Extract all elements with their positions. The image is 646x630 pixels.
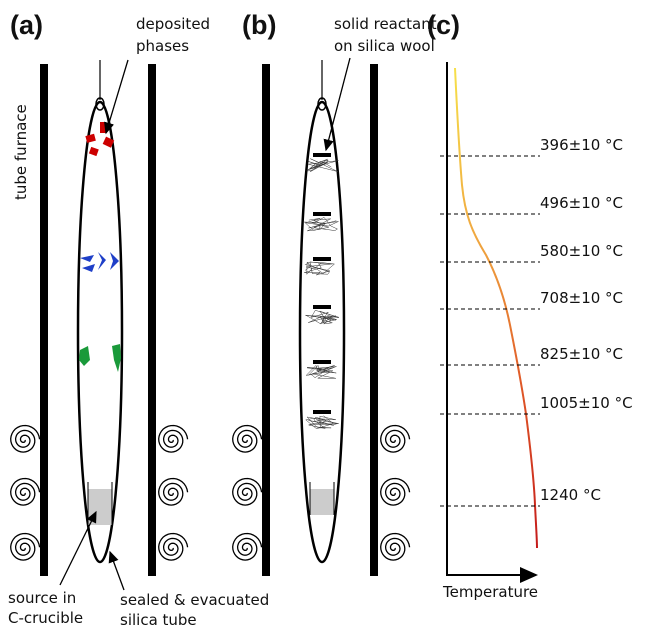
heating-coil [10, 477, 41, 506]
heating-coil [380, 424, 411, 453]
temperature-label: 708±10 °C [540, 289, 623, 307]
red-deposit [85, 122, 115, 157]
heating-coil [158, 477, 189, 506]
temperature-label: 496±10 °C [540, 194, 623, 212]
furnace-label: tube furnace [12, 104, 30, 200]
arrow [323, 57, 351, 152]
source-label: source in [8, 589, 76, 607]
tube-label: silica tube [120, 611, 197, 629]
axis-label: Temperature [442, 583, 538, 601]
heating-coil [380, 532, 411, 561]
reactant [313, 153, 331, 157]
silica-wool [305, 310, 340, 325]
silica-wool [305, 415, 339, 429]
furnace-wall [370, 64, 378, 576]
temperature-label: 825±10 °C [540, 345, 623, 363]
panel-label: (a) [10, 10, 43, 40]
deposited-label: phases [136, 37, 189, 55]
crucible [310, 489, 334, 515]
reactant [313, 305, 331, 309]
heating-coil [10, 532, 41, 561]
furnace-wall [262, 64, 270, 576]
crucible-wall [309, 482, 335, 515]
heating-coil [158, 532, 189, 561]
reactant [313, 360, 331, 364]
temperature-label: 1005±10 °C [540, 394, 633, 412]
silica-wool [306, 158, 339, 173]
panel-label: (c) [427, 10, 460, 40]
tube-label: sealed & evacuated [120, 591, 269, 609]
blue-deposit [80, 252, 119, 272]
reactant [313, 257, 331, 261]
temperature-label: 396±10 °C [540, 136, 623, 154]
heating-coil [158, 424, 189, 453]
silica-wool [304, 261, 336, 276]
reactant-label: solid reactant [334, 15, 437, 33]
temperature-profile [454, 67, 538, 549]
panel-label: (b) [242, 10, 276, 40]
arrow [108, 550, 125, 591]
heating-coil [232, 477, 263, 506]
reactant [313, 212, 331, 216]
furnace-wall [40, 64, 48, 576]
heating-coil [380, 477, 411, 506]
heating-coil [232, 424, 263, 453]
source-label: C-crucible [8, 609, 83, 627]
heating-coil [10, 424, 41, 453]
temperature-label: 1240 °C [540, 486, 601, 504]
silica-tube [76, 100, 124, 564]
silica-wool [305, 364, 337, 379]
deposited-label: deposited [136, 15, 210, 33]
heating-coil [232, 532, 263, 561]
green-deposit [79, 344, 121, 372]
silica-tube [298, 100, 346, 564]
reactant [313, 410, 331, 414]
reactant-label: on silica wool [334, 37, 435, 55]
arrow [104, 59, 129, 135]
furnace-wall [148, 64, 156, 576]
silica-wool [303, 216, 339, 232]
arrow [59, 510, 97, 586]
temperature-label: 580±10 °C [540, 242, 623, 260]
